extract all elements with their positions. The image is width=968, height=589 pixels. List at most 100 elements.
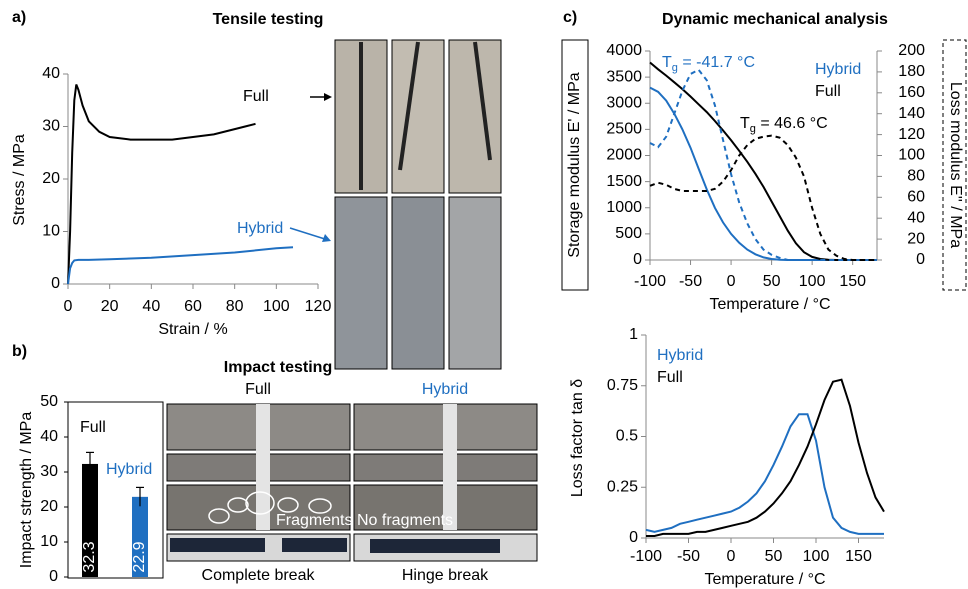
legend-label: Full	[815, 83, 841, 100]
legend-label: Full	[243, 88, 269, 105]
y2-tick-label: 120	[898, 126, 925, 143]
x-tick-label: 0	[727, 548, 736, 565]
y-tick-label: 500	[615, 225, 642, 242]
y-tick-label: 40	[42, 65, 60, 82]
chart-title: Dynamic mechanical analysis	[662, 11, 888, 28]
y-tick-label: 1000	[606, 199, 642, 216]
x-tick-label: 80	[226, 298, 244, 315]
series-line	[67, 84, 256, 285]
panel-label: c)	[563, 9, 577, 26]
y-axis-label: Storage modulus E' / MPa	[566, 72, 583, 257]
bar	[132, 496, 148, 577]
x-tick-label: 100	[799, 273, 826, 290]
y-tick-label: 30	[40, 463, 58, 480]
panel-label: b)	[12, 343, 27, 360]
series-line	[649, 86, 877, 261]
x-tick-label: 40	[142, 298, 160, 315]
y-tick-label: 2000	[606, 147, 642, 164]
y2-tick-label: 20	[907, 230, 925, 247]
y2-tick-label: 180	[898, 63, 925, 80]
x-tick-label: 20	[101, 298, 119, 315]
annotation: Tg = 46.6 °C	[740, 115, 828, 135]
x-tick-label: 0	[64, 298, 73, 315]
y-tick-label: 20	[40, 498, 58, 515]
y-tick-label: 4000	[606, 42, 642, 59]
x-tick-label: 100	[263, 298, 290, 315]
y2-tick-label: 140	[898, 105, 925, 122]
value-label: 32.3	[81, 541, 98, 572]
x-axis-label: Temperature / °C	[704, 571, 825, 588]
photo-caption: Hinge break	[402, 567, 489, 584]
y-tick-label: 1	[629, 326, 638, 343]
legend-label: Hybrid	[657, 347, 703, 364]
category-label: Hybrid	[106, 461, 152, 478]
legend-label: Hybrid	[815, 61, 861, 78]
y-tick-label: 0	[51, 275, 60, 292]
x-tick-label: -50	[677, 548, 700, 565]
y-tick-label: 30	[42, 118, 60, 135]
y-axis-label: Impact strength / MPa	[18, 412, 35, 569]
photo-column-label: Full	[245, 381, 271, 398]
fragments-label: Fragments	[276, 512, 352, 529]
chart-title: Tensile testing	[213, 11, 324, 28]
annotation-rest: = 46.6 °C	[756, 115, 828, 132]
annotation: Tg = -41.7 °C	[662, 54, 755, 74]
y2-tick-label: 100	[898, 147, 925, 164]
x-axis-label: Strain / %	[158, 321, 227, 338]
series-line	[649, 61, 877, 261]
y2-tick-label: 80	[907, 168, 925, 185]
x-tick-label: 0	[727, 273, 736, 290]
y-tick-label: 0.25	[607, 478, 638, 495]
y-tick-label: 3000	[606, 94, 642, 111]
series-line	[649, 134, 877, 261]
annotation-rest: = -41.7 °C	[678, 54, 755, 71]
y-tick-label: 50	[40, 393, 58, 410]
x-tick-label: 50	[765, 548, 783, 565]
fragments-label: No fragments	[357, 512, 453, 529]
series-line	[649, 68, 877, 261]
x-tick-label: -100	[630, 548, 662, 565]
x-tick-label: 60	[184, 298, 202, 315]
bar-frame	[67, 401, 164, 579]
annotation-sub: g	[672, 62, 678, 74]
y-tick-label: 0	[633, 251, 642, 268]
x-tick-label: 150	[839, 273, 866, 290]
y2-axis-label: Loss modulus E'' / MPa	[947, 82, 964, 248]
value-label: 22.9	[131, 541, 148, 572]
annotation-sub: g	[750, 123, 756, 135]
photos-b	[166, 403, 538, 562]
x-tick-label: 150	[845, 548, 872, 565]
legend-label: Hybrid	[237, 220, 283, 237]
y2-tick-label: 40	[907, 209, 925, 226]
y-tick-label: 3500	[606, 68, 642, 85]
photos-a	[289, 39, 502, 370]
y-tick-label: 1500	[606, 173, 642, 190]
x-tick-label: 100	[803, 548, 830, 565]
y-tick-label: 0.75	[607, 377, 638, 394]
y-axis-label: Stress / MPa	[11, 134, 28, 226]
ylabel-frame	[561, 39, 589, 291]
series-line	[645, 413, 884, 535]
category-label: Full	[80, 419, 106, 436]
y-tick-label: 0	[629, 529, 638, 546]
y-tick-label: 0	[49, 568, 58, 585]
y-tick-label: 2500	[606, 121, 642, 138]
annotation-text: T	[740, 115, 750, 132]
y-tick-label: 10	[42, 223, 60, 240]
photo-caption: Complete break	[202, 567, 316, 584]
y-tick-label: 0.5	[616, 428, 638, 445]
x-tick-label: 50	[763, 273, 781, 290]
x-tick-label: -50	[679, 273, 702, 290]
y2label-frame	[942, 39, 967, 291]
y-tick-label: 10	[40, 533, 58, 550]
y-axis-label: Loss factor tan δ	[569, 379, 586, 497]
y2-tick-label: 60	[907, 189, 925, 206]
x-tick-label: 120	[305, 298, 332, 315]
y2-tick-label: 160	[898, 84, 925, 101]
y-tick-label: 20	[42, 170, 60, 187]
series-line	[67, 246, 294, 285]
bar	[82, 463, 98, 577]
panel-label: a)	[12, 9, 26, 26]
y-tick-label: 40	[40, 428, 58, 445]
